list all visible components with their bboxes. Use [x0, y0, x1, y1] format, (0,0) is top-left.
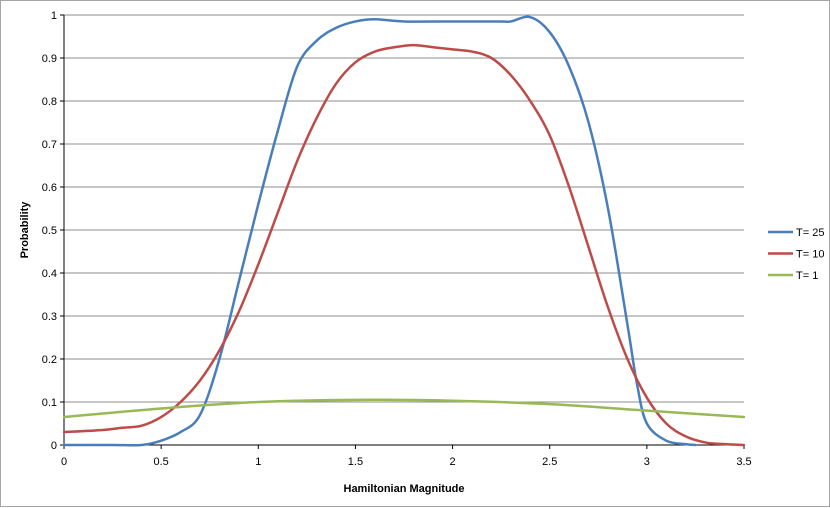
x-axis-title: Hamiltonian Magnitude: [344, 483, 465, 495]
y-tick-label: 0.1: [42, 397, 57, 409]
y-tick-label: 0.9: [42, 53, 57, 65]
y-tick-label: 0.4: [42, 268, 57, 280]
series-line-t-10: [62, 43, 746, 447]
series-line-t-1: [62, 398, 746, 419]
x-tick-label: 2: [450, 456, 456, 468]
series-lines: [62, 15, 746, 447]
axes: 0 0.1 0.2 0.3 0.4 0.5 0.6 0.7 0.8 0.9 1 0 0.5 1 1.5 2 2.…: [42, 10, 752, 468]
y-tick-label: 1: [51, 10, 57, 22]
x-tick-label: 0: [61, 456, 67, 468]
x-tick-label: 3.5: [736, 456, 751, 468]
y-tick-label: 0.2: [42, 354, 57, 366]
x-tick-label: 1: [255, 456, 261, 468]
y-tick-label: 0.7: [42, 139, 57, 151]
legend-label-t-10: T= 10: [796, 249, 824, 261]
y-tick-label: 0.6: [42, 182, 57, 194]
x-tick-label: 3: [644, 456, 650, 468]
legend: T= 25 T= 10 T= 1: [768, 227, 824, 282]
y-axis-title: Probability: [19, 201, 31, 259]
legend-label-t-1: T= 1: [796, 270, 818, 282]
y-tick-label: 0.8: [42, 96, 57, 108]
x-tick-label: 1.5: [348, 456, 363, 468]
series-line-t-25: [62, 15, 697, 447]
y-tick-label: 0: [51, 440, 57, 452]
x-tick-label: 2.5: [542, 456, 557, 468]
y-tick-label: 0.5: [42, 225, 57, 237]
legend-label-t-25: T= 25: [796, 227, 824, 239]
x-tick-label: 0.5: [153, 456, 168, 468]
y-tick-label: 0.3: [42, 311, 57, 323]
gridlines: [64, 14, 744, 403]
